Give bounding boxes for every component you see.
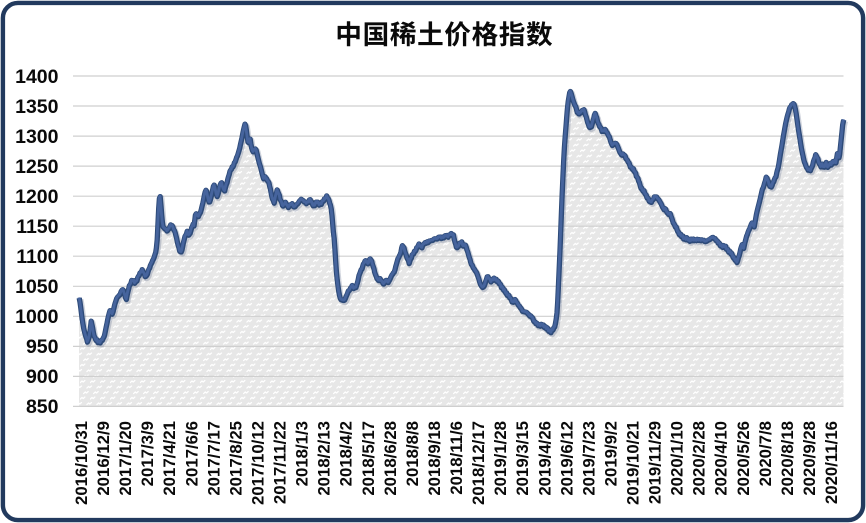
- svg-text:850: 850: [26, 396, 59, 418]
- svg-text:2017/1/20: 2017/1/20: [116, 421, 135, 496]
- svg-text:2018/9/18: 2018/9/18: [425, 421, 444, 496]
- svg-text:2017/7/17: 2017/7/17: [204, 421, 223, 496]
- svg-text:2018/1/3: 2018/1/3: [293, 421, 312, 486]
- svg-text:2017/3/9: 2017/3/9: [138, 421, 157, 486]
- svg-text:1400: 1400: [15, 66, 59, 88]
- svg-text:2020/7/8: 2020/7/8: [756, 421, 775, 486]
- svg-text:2018/12/17: 2018/12/17: [469, 421, 488, 505]
- svg-text:1200: 1200: [15, 186, 59, 208]
- svg-text:2018/11/6: 2018/11/6: [447, 421, 466, 495]
- svg-text:2017/8/25: 2017/8/25: [226, 421, 245, 496]
- svg-text:2020/9/28: 2020/9/28: [800, 421, 819, 496]
- svg-text:2018/6/28: 2018/6/28: [381, 421, 400, 496]
- svg-text:1050: 1050: [15, 276, 59, 298]
- svg-text:2017/6/6: 2017/6/6: [182, 421, 201, 486]
- svg-text:1100: 1100: [16, 246, 58, 268]
- svg-text:2017/4/21: 2017/4/21: [160, 421, 179, 496]
- svg-text:2017/11/22: 2017/11/22: [271, 421, 290, 504]
- svg-text:1350: 1350: [15, 96, 59, 118]
- svg-text:2019/11/29: 2019/11/29: [646, 421, 665, 504]
- svg-text:2018/4/2: 2018/4/2: [337, 421, 356, 486]
- svg-text:2020/2/28: 2020/2/28: [690, 421, 709, 496]
- svg-text:1300: 1300: [15, 126, 59, 148]
- svg-text:2020/11/16: 2020/11/16: [822, 421, 841, 504]
- svg-text:2020/8/18: 2020/8/18: [778, 421, 797, 496]
- svg-text:2019/10/21: 2019/10/21: [624, 421, 643, 505]
- svg-text:2020/5/26: 2020/5/26: [734, 421, 753, 496]
- svg-text:2016/12/9: 2016/12/9: [94, 421, 113, 496]
- svg-text:1000: 1000: [15, 306, 59, 328]
- svg-text:2018/2/13: 2018/2/13: [315, 421, 334, 496]
- svg-text:900: 900: [26, 366, 59, 388]
- svg-text:2018/5/17: 2018/5/17: [359, 421, 378, 496]
- svg-text:2019/4/26: 2019/4/26: [535, 421, 554, 496]
- svg-text:2020/4/10: 2020/4/10: [712, 421, 731, 496]
- svg-text:1250: 1250: [15, 156, 59, 178]
- svg-text:2017/10/12: 2017/10/12: [249, 421, 268, 505]
- svg-text:2019/7/23: 2019/7/23: [579, 421, 598, 496]
- svg-text:2019/3/15: 2019/3/15: [513, 421, 532, 496]
- svg-text:1150: 1150: [16, 216, 58, 238]
- svg-text:2020/1/10: 2020/1/10: [668, 421, 687, 496]
- svg-text:2018/8/8: 2018/8/8: [403, 421, 422, 486]
- svg-text:2019/6/12: 2019/6/12: [557, 421, 576, 496]
- svg-text:950: 950: [26, 336, 59, 358]
- svg-text:2016/10/31: 2016/10/31: [72, 421, 91, 505]
- svg-text:2019/9/2: 2019/9/2: [601, 421, 620, 486]
- svg-text:2019/1/28: 2019/1/28: [491, 421, 510, 496]
